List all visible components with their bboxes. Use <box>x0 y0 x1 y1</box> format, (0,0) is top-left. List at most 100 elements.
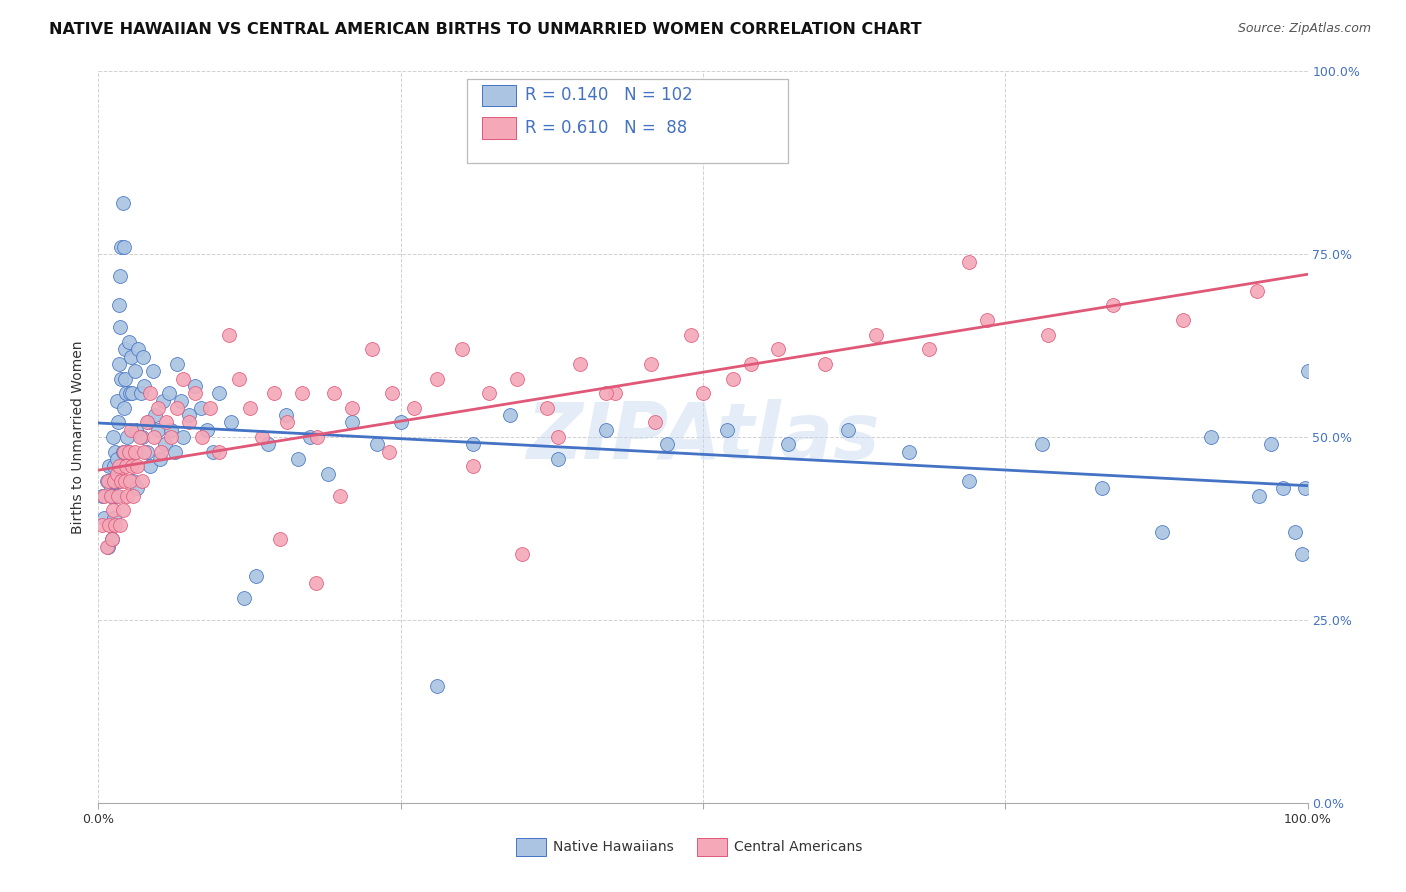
Text: Source: ZipAtlas.com: Source: ZipAtlas.com <box>1237 22 1371 36</box>
Point <box>426 371 449 385</box>
Point <box>740 357 762 371</box>
Point <box>131 474 153 488</box>
Point <box>957 474 980 488</box>
Point <box>104 517 127 532</box>
Point <box>305 576 328 591</box>
Point <box>897 444 920 458</box>
Point <box>1152 525 1174 540</box>
Point <box>1199 430 1222 444</box>
Point <box>184 386 207 401</box>
Point <box>121 386 143 401</box>
Point <box>478 386 501 401</box>
Point <box>98 459 121 474</box>
Point <box>101 503 124 517</box>
Point <box>146 423 169 437</box>
Y-axis label: Births to Unmarried Women: Births to Unmarried Women <box>70 341 84 533</box>
Point <box>716 423 738 437</box>
Point <box>139 459 162 474</box>
Point <box>506 371 529 385</box>
Point <box>498 408 520 422</box>
Point <box>124 444 146 458</box>
Point <box>96 474 118 488</box>
Point <box>239 401 262 415</box>
Point <box>245 569 267 583</box>
Point <box>96 540 118 554</box>
Point <box>105 467 128 481</box>
Point <box>160 423 183 437</box>
Bar <box>482 85 516 106</box>
Point <box>510 547 533 561</box>
Point <box>127 481 149 495</box>
Point <box>105 393 128 408</box>
Point <box>118 334 141 349</box>
Point <box>837 423 859 437</box>
Bar <box>482 117 516 138</box>
FancyBboxPatch shape <box>467 78 787 163</box>
Point <box>114 371 136 385</box>
Point <box>97 474 120 488</box>
Point <box>1036 327 1059 342</box>
Point <box>107 489 129 503</box>
Point <box>463 437 485 451</box>
Point <box>108 320 131 334</box>
Point <box>146 401 169 415</box>
Point <box>366 437 388 451</box>
Point <box>117 489 139 503</box>
Point <box>342 401 364 415</box>
Point <box>117 430 139 444</box>
Point <box>101 430 124 444</box>
Point <box>195 423 218 437</box>
Point <box>100 533 122 547</box>
Point <box>142 364 165 378</box>
Text: ZIPAtlas: ZIPAtlas <box>526 399 880 475</box>
Point <box>115 459 138 474</box>
Point <box>143 408 166 422</box>
Point <box>124 364 146 378</box>
Point <box>957 254 980 268</box>
Point <box>100 489 122 503</box>
Point <box>389 416 412 430</box>
Point <box>118 386 141 401</box>
Point <box>547 430 569 444</box>
Point <box>692 386 714 401</box>
Point <box>776 437 799 451</box>
Point <box>1284 525 1306 540</box>
Point <box>169 393 191 408</box>
Point <box>451 343 474 357</box>
Point <box>263 386 285 401</box>
Point <box>1260 437 1282 451</box>
Point <box>121 459 143 474</box>
Point <box>118 474 141 488</box>
Point <box>135 444 157 458</box>
Text: NATIVE HAWAIIAN VS CENTRAL AMERICAN BIRTHS TO UNMARRIED WOMEN CORRELATION CHART: NATIVE HAWAIIAN VS CENTRAL AMERICAN BIRT… <box>49 22 922 37</box>
Point <box>107 474 129 488</box>
Point <box>152 393 174 408</box>
Point <box>679 327 702 342</box>
Point <box>120 350 142 364</box>
Point <box>112 401 135 415</box>
Point <box>110 371 132 385</box>
Point <box>287 452 309 467</box>
Point <box>655 437 678 451</box>
Point <box>463 459 485 474</box>
Point <box>143 430 166 444</box>
Point <box>155 416 177 430</box>
Point <box>107 416 129 430</box>
Point <box>865 327 887 342</box>
Point <box>108 298 131 312</box>
Point <box>640 357 662 371</box>
Point <box>172 430 194 444</box>
Point <box>129 386 152 401</box>
Point <box>402 401 425 415</box>
Point <box>595 423 617 437</box>
Point <box>114 474 136 488</box>
Point <box>118 444 141 458</box>
Point <box>1272 481 1295 495</box>
Point <box>191 430 214 444</box>
Point <box>135 416 157 430</box>
Point <box>101 489 124 503</box>
Point <box>111 444 134 458</box>
Point <box>111 503 134 517</box>
Point <box>112 240 135 254</box>
Text: R = 0.140   N = 102: R = 0.140 N = 102 <box>526 87 693 104</box>
